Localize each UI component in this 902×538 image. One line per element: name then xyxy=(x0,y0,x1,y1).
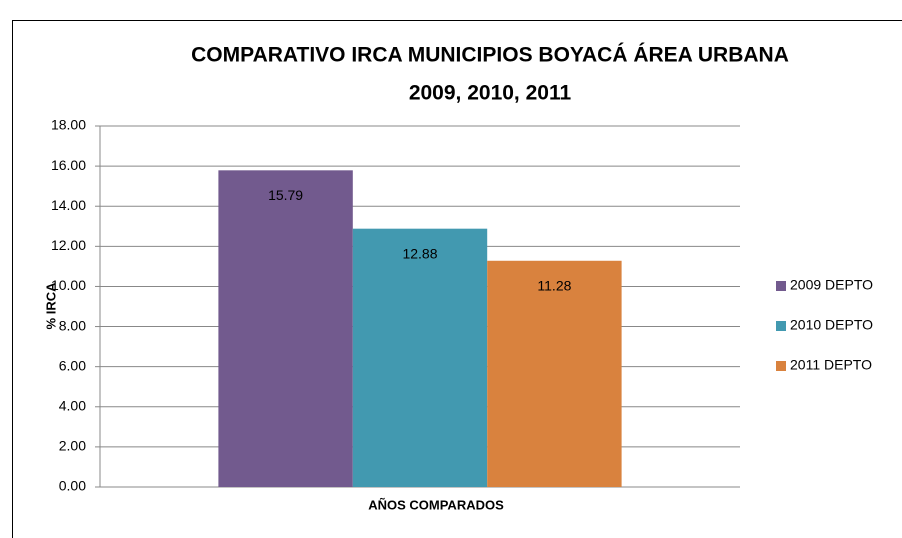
y-axis-title: % IRCA xyxy=(43,282,58,330)
y-tick-label: 0.00 xyxy=(59,478,86,494)
chart-title: COMPARATIVO IRCA MUNICIPIOS BOYACÁ ÁREA … xyxy=(191,44,789,67)
legend-label: 2009 DEPTO xyxy=(790,277,873,293)
legend-label: 2010 DEPTO xyxy=(790,317,873,333)
legend-swatch xyxy=(776,281,786,291)
chart-frame xyxy=(12,20,902,538)
legend-label: 2011 DEPTO xyxy=(790,357,872,373)
data-label: 12.88 xyxy=(402,245,437,261)
bar xyxy=(487,260,622,487)
y-tick-label: 18.00 xyxy=(51,117,86,133)
bar xyxy=(352,228,488,487)
y-tick-label: 14.00 xyxy=(51,197,86,213)
bar xyxy=(218,170,353,487)
legend-swatch xyxy=(776,321,786,331)
y-tick-label: 16.00 xyxy=(51,157,86,173)
data-label: 15.79 xyxy=(268,187,303,203)
y-tick-label: 8.00 xyxy=(59,317,86,333)
y-tick-label: 4.00 xyxy=(59,397,86,413)
y-tick-label: 12.00 xyxy=(51,237,86,253)
y-tick-label: 2.00 xyxy=(59,438,86,454)
y-tick-label: 10.00 xyxy=(51,277,86,293)
x-axis-title: AÑOS COMPARADOS xyxy=(368,497,504,512)
legend-swatch xyxy=(776,361,786,371)
y-tick-label: 6.00 xyxy=(59,357,86,373)
chart-title: 2009, 2010, 2011 xyxy=(409,82,572,105)
data-label: 11.28 xyxy=(537,277,571,293)
